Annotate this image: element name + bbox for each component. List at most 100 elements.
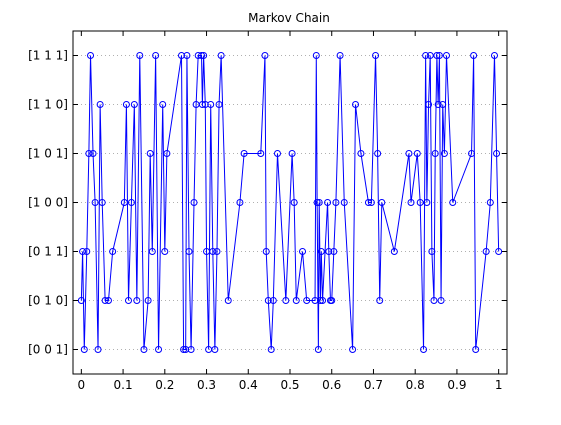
data-point [428, 248, 436, 255]
data-point [364, 199, 372, 206]
chart-title: Markov Chain [248, 11, 330, 25]
data-point [187, 346, 195, 353]
data-point [190, 199, 198, 206]
data-point [435, 52, 443, 59]
data-point [378, 199, 386, 206]
data-point [468, 150, 476, 157]
data-point [152, 52, 160, 59]
data-point [77, 297, 85, 304]
data-point [155, 346, 163, 353]
data-point [207, 101, 215, 108]
data-point [317, 248, 325, 255]
data-point [303, 297, 311, 304]
x-tick-label: 0.1 [114, 378, 133, 392]
data-point [89, 150, 97, 157]
data-point [490, 52, 498, 59]
data-point [215, 101, 223, 108]
data-point [198, 101, 206, 108]
data-point [236, 199, 244, 206]
data-point [224, 297, 232, 304]
data-point [269, 297, 277, 304]
x-tick-label: 0.7 [364, 378, 383, 392]
data-point [495, 248, 503, 255]
data-point [264, 297, 272, 304]
data-point [312, 52, 320, 59]
data-point [133, 297, 141, 304]
data-point [416, 199, 424, 206]
data-point [314, 346, 322, 353]
data-point [120, 199, 128, 206]
data-point [316, 297, 324, 304]
data-point [144, 297, 152, 304]
y-tick-label: [0 1 0] [28, 294, 68, 308]
data-point [217, 52, 225, 59]
y-tick-label: [1 0 0] [28, 196, 68, 210]
data-point [211, 346, 219, 353]
data-point [80, 346, 88, 353]
x-tick-label: 0 [78, 378, 86, 392]
data-point [482, 248, 490, 255]
x-tick-label: 0.5 [280, 378, 299, 392]
x-tick-label: 0.6 [322, 378, 341, 392]
series-line [80, 55, 500, 350]
data-point [161, 248, 169, 255]
data-point [390, 248, 398, 255]
data-point [328, 297, 336, 304]
data-point [125, 297, 133, 304]
data-point [136, 52, 144, 59]
data-point [315, 199, 323, 206]
y-tick-label: [1 0 1] [28, 147, 68, 161]
data-point [273, 150, 281, 157]
data-point [472, 346, 480, 353]
data-point [194, 52, 202, 59]
data-point [146, 150, 154, 157]
axes: [0 0 1] [0 1 0] [0 1 1] [1 0 0] [1 0 1] [1 1 … [28, 31, 507, 392]
data-point [290, 199, 298, 206]
data-point [148, 248, 156, 255]
data-point [313, 199, 321, 206]
data-point [430, 297, 438, 304]
data-point [425, 101, 433, 108]
data-point [431, 150, 439, 157]
x-tick-label: 0.8 [406, 378, 425, 392]
data-point [79, 248, 87, 255]
data-point [372, 52, 380, 59]
data-point [433, 52, 441, 59]
data-point [288, 150, 296, 157]
data-point [330, 248, 338, 255]
data-point [87, 52, 95, 59]
data-point [261, 52, 269, 59]
data-point [122, 101, 130, 108]
data-point [209, 248, 217, 255]
data-point [319, 297, 327, 304]
data-point [437, 297, 445, 304]
data-point [439, 101, 447, 108]
data-point [407, 199, 415, 206]
data-point [282, 297, 290, 304]
data-point [292, 297, 300, 304]
data-point [340, 199, 348, 206]
y-tick-label: [1 1 1] [28, 49, 68, 63]
data-point [336, 52, 344, 59]
data-point [94, 346, 102, 353]
data-point [299, 248, 307, 255]
data-point [96, 101, 104, 108]
data-point [180, 346, 188, 353]
data-point [240, 150, 248, 157]
data-point [486, 199, 494, 206]
data-point [374, 150, 382, 157]
data-point [449, 199, 457, 206]
data-point [91, 199, 99, 206]
data-point [262, 248, 270, 255]
data-point [376, 297, 384, 304]
data-point [98, 199, 106, 206]
data-point [332, 199, 340, 206]
data-point [182, 346, 190, 353]
data-point [422, 52, 430, 59]
data-point [104, 297, 112, 304]
data-point [405, 150, 413, 157]
data-point [352, 101, 360, 108]
y-tick-label: [1 1 0] [28, 98, 68, 112]
x-tick-label: 0.3 [197, 378, 216, 392]
